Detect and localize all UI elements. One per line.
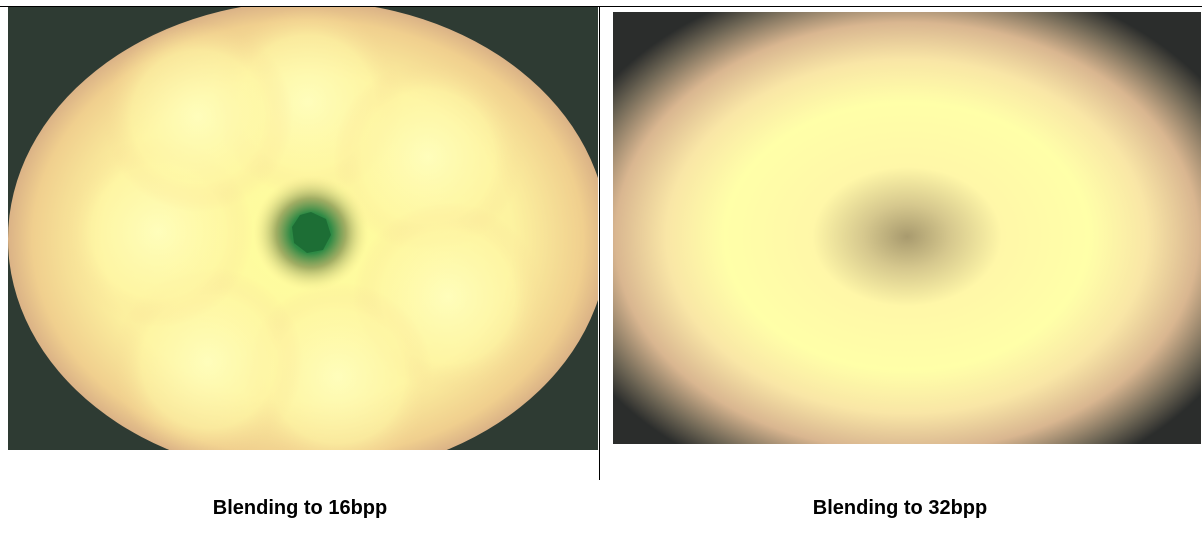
caption-32bpp: Blending to 32bpp <box>812 497 988 519</box>
blend-32bpp-render <box>613 12 1201 444</box>
top-rule <box>0 6 1202 7</box>
blend-16bpp-petals <box>63 7 543 450</box>
blend-32bpp-image <box>613 12 1201 444</box>
blend-32bpp-glow <box>613 12 1201 444</box>
blend-16bpp-core-center <box>292 212 331 253</box>
blend-16bpp-image <box>8 7 598 450</box>
caption-16bpp: Blending to 16bpp <box>212 497 388 519</box>
blend-16bpp-render <box>8 7 598 450</box>
column-divider <box>599 6 600 480</box>
